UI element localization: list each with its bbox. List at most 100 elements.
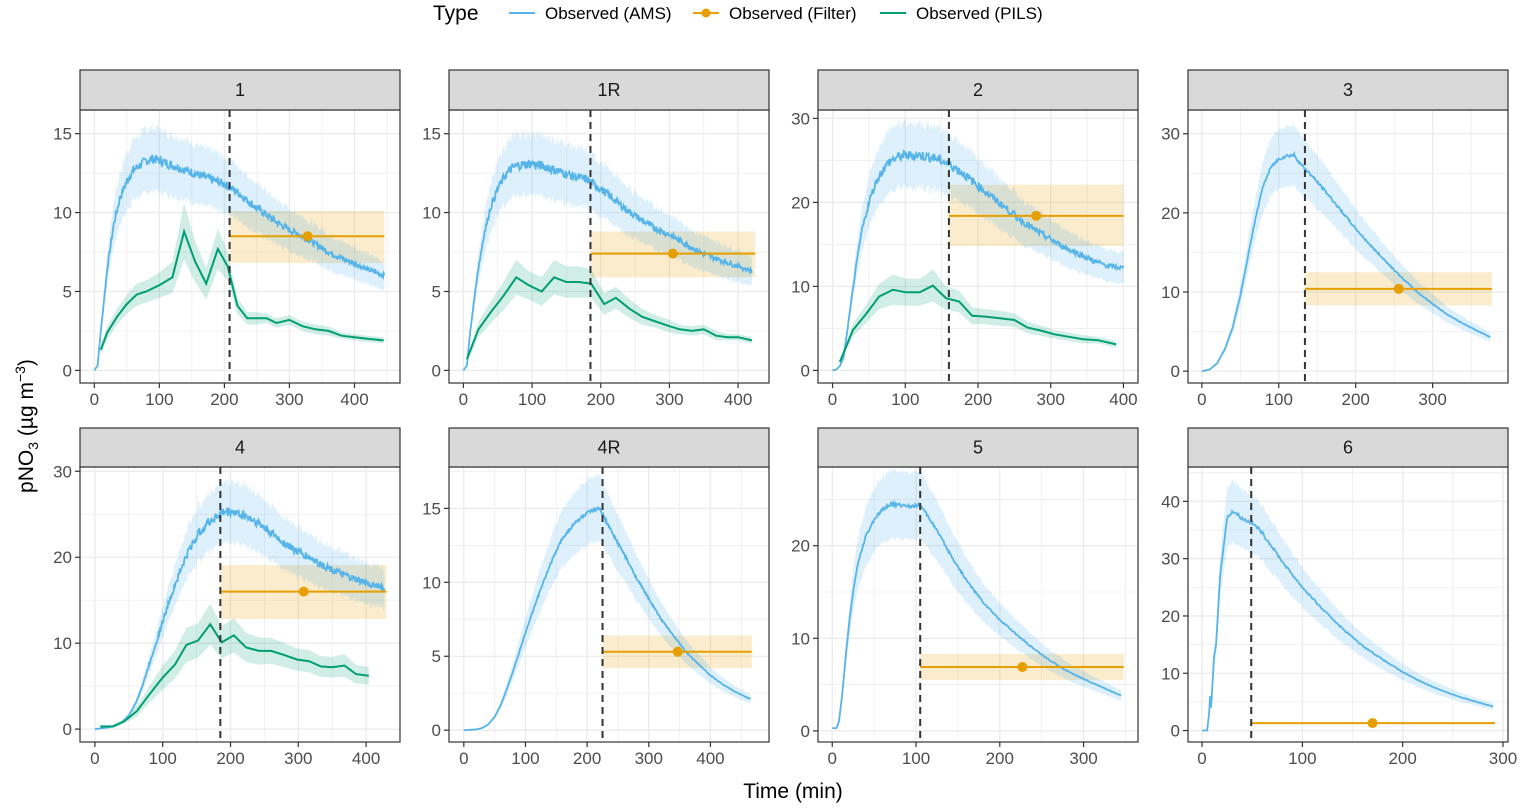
- x-tick-label: 100: [891, 390, 919, 409]
- y-tick-label: 0: [801, 361, 810, 380]
- filter-point: [302, 231, 313, 242]
- x-tick-label: 100: [518, 390, 546, 409]
- y-tick-label: 10: [422, 573, 441, 592]
- y-axis-title-unit: (µg m: [15, 382, 38, 442]
- x-tick-label: 300: [275, 390, 303, 409]
- x-tick-label: 200: [964, 390, 992, 409]
- facet-strip: [448, 69, 770, 111]
- x-tick-label: 400: [340, 390, 368, 409]
- filter-point: [667, 248, 678, 259]
- y-tick-label: 10: [791, 277, 810, 296]
- y-tick-label: 0: [432, 721, 441, 740]
- y-tick-label: 0: [63, 720, 72, 739]
- ams-uncertainty-band: [832, 468, 1122, 729]
- y-tick-label: 0: [432, 361, 441, 380]
- pils-line: [465, 275, 753, 360]
- y-axis-title-close: ): [15, 359, 38, 366]
- panel-1R: 1R 0 100 200 300 400 0 5 10 15: [422, 69, 770, 409]
- ams-uncertainty-band: [1202, 479, 1493, 731]
- ams-line: [832, 499, 1122, 729]
- x-tick-label: 400: [352, 749, 380, 768]
- legend-label-pils: Observed (PILS): [916, 4, 1043, 23]
- filter-point: [1017, 662, 1028, 672]
- legend-title: Type: [433, 2, 479, 25]
- pils-line: [99, 228, 384, 351]
- y-tick-label: 10: [1161, 283, 1180, 302]
- x-tick-label: 100: [511, 749, 539, 768]
- x-tick-label: 200: [216, 749, 244, 768]
- y-tick-label: 20: [791, 537, 810, 556]
- x-tick-label: 300: [655, 390, 683, 409]
- filter-point: [298, 586, 309, 597]
- y-tick-label: 0: [1171, 362, 1180, 381]
- panel-plot-area: [462, 110, 756, 383]
- legend-key-filter-point: [701, 8, 711, 18]
- ams-uncertainty-band: [832, 117, 1124, 371]
- facet-strip: [1187, 69, 1509, 111]
- y-tick-label: 15: [53, 125, 72, 144]
- y-tick-label: 5: [432, 647, 441, 666]
- y-tick-label: 30: [53, 462, 72, 481]
- legend-label-filter: Observed (Filter): [729, 4, 857, 23]
- ams-line: [94, 507, 386, 730]
- ams-uncertainty-band: [463, 473, 751, 731]
- facet-strip-label: 6: [1343, 438, 1353, 458]
- ams-line: [93, 154, 386, 371]
- x-tick-label: 0: [459, 390, 468, 409]
- x-tick-label: 300: [635, 749, 663, 768]
- panel-4: 4 0 100 200 300 400 0 10 20 30: [53, 427, 401, 768]
- x-tick-label: 100: [149, 749, 177, 768]
- pils-line: [838, 284, 1117, 363]
- facet-strip: [1187, 427, 1509, 468]
- legend-item-filter: Observed (Filter): [693, 4, 857, 23]
- x-tick-label: 300: [1069, 749, 1097, 768]
- y-tick-label: 15: [422, 125, 441, 144]
- panel-background: [80, 467, 400, 742]
- y-tick-label: 10: [53, 204, 72, 223]
- facet-strip: [817, 427, 1139, 468]
- panel-plot-area: [1202, 467, 1495, 742]
- panel-background: [1188, 467, 1508, 742]
- y-tick-label: 20: [1161, 607, 1180, 626]
- pils-uncertainty-band: [100, 203, 384, 355]
- facet-strip: [817, 69, 1139, 111]
- legend: Type Observed (AMS) Observed (Filter) Ob…: [433, 2, 1043, 25]
- y-tick-label: 5: [63, 282, 72, 301]
- x-tick-label: 200: [587, 390, 615, 409]
- panel-background: [449, 110, 769, 383]
- facet-strip-label: 2: [973, 80, 983, 100]
- panel-5: 5 0 100 200 300 0 10 20: [791, 427, 1139, 768]
- x-tick-label: 200: [573, 749, 601, 768]
- facet-strip: [79, 69, 401, 111]
- pils-line: [100, 622, 369, 728]
- y-tick-label: 30: [1161, 550, 1180, 569]
- y-tick-label: 10: [422, 204, 441, 223]
- x-tick-label: 200: [1342, 390, 1370, 409]
- x-tick-label: 300: [1037, 390, 1065, 409]
- x-tick-label: 0: [1197, 749, 1206, 768]
- ams-uncertainty-band: [463, 128, 752, 371]
- x-tick-label: 400: [724, 390, 752, 409]
- x-tick-label: 200: [986, 749, 1014, 768]
- y-tick-label: 10: [791, 629, 810, 648]
- x-tick-label: 0: [90, 390, 99, 409]
- panel-plot-area: [94, 467, 387, 742]
- panel-background: [818, 467, 1138, 742]
- x-axis-title: Time (min): [743, 780, 843, 803]
- y-tick-label: 30: [791, 109, 810, 128]
- x-tick-label: 0: [828, 390, 837, 409]
- x-tick-label: 100: [902, 749, 930, 768]
- ams-line: [832, 149, 1125, 372]
- y-axis-title-sup: −3: [12, 366, 28, 382]
- x-tick-label: 400: [1109, 390, 1137, 409]
- x-tick-label: 300: [1418, 390, 1446, 409]
- panel-plot-area: [1201, 110, 1492, 383]
- panel-plot-area: [463, 467, 752, 742]
- facet-strip-label: 4: [235, 438, 245, 458]
- x-tick-label: 200: [210, 390, 238, 409]
- filter-point: [1367, 718, 1378, 729]
